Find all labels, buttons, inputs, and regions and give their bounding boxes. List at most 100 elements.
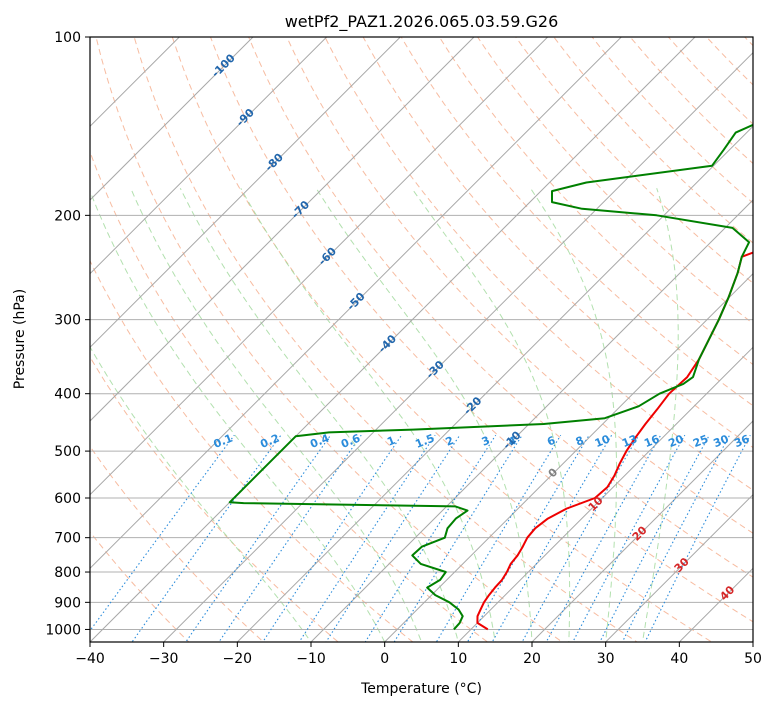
x-tick-label: −20 [223, 651, 253, 667]
isotherm-label: 40 [717, 583, 737, 603]
y-tick-label: 500 [54, 444, 81, 460]
mixing-ratio-label: 0.1 [212, 432, 235, 451]
mixing-ratio-label: 0.2 [258, 432, 281, 451]
mixing-ratio-label: 3 [480, 434, 492, 449]
mixing-ratio-line [572, 434, 686, 642]
mixing-ratio-label: 1 [385, 434, 397, 449]
dry-adiabat [515, 37, 753, 284]
dry-adiabat [90, 150, 489, 642]
isotherm [383, 272, 753, 642]
moist-adiabat [411, 187, 571, 642]
y-axis-label: Pressure (hPa) [12, 289, 28, 389]
isotherm [90, 37, 254, 201]
dry-adiabat [743, 37, 753, 47]
isotherm [604, 493, 753, 642]
moist-adiabat [315, 187, 533, 642]
x-tick-label: 20 [523, 651, 541, 667]
isotherm-label: -60 [316, 245, 339, 268]
mixing-ratio-label: 30 [712, 432, 731, 450]
dry-adiabat [133, 37, 638, 642]
y-tick-label: 1000 [45, 622, 81, 638]
mixing-ratio-label: 2 [444, 434, 456, 449]
moist-adiabat [90, 345, 312, 642]
mixing-ratio-label: 8 [574, 434, 586, 449]
dry-adiabat [438, 37, 753, 366]
chart-title: wetPf2_PAZ1.2026.065.03.59.G26 [285, 12, 559, 32]
temperature-profile [476, 251, 753, 631]
isotherm-label: -30 [424, 358, 447, 381]
isotherm-label: -50 [344, 290, 367, 313]
isotherm [90, 37, 402, 349]
dry-adiabat [477, 37, 753, 325]
x-tick-label: −10 [296, 651, 326, 667]
dry-adiabat [705, 37, 753, 86]
y-tick-label: 800 [54, 565, 81, 581]
mixing-ratio-label: 6 [545, 434, 557, 449]
dry-adiabat [248, 37, 753, 578]
mixing-ratio-label: 10 [593, 432, 612, 450]
isotherm [90, 37, 181, 128]
moist-adiabat [530, 187, 617, 642]
y-tick-label: 400 [54, 387, 81, 403]
moist-adiabat [90, 189, 386, 642]
mixing-ratio-line [521, 434, 640, 642]
mixing-ratio-line [218, 434, 362, 642]
isotherm [457, 346, 753, 642]
y-tick-label: 600 [54, 491, 81, 507]
x-tick-label: 10 [449, 651, 467, 667]
mixing-ratio-label: 20 [666, 432, 685, 450]
dry-adiabat [90, 259, 414, 642]
x-tick-label: 40 [670, 651, 688, 667]
dry-adiabat [286, 37, 753, 534]
dewpoint-profile [228, 123, 753, 631]
isotherm-label: -80 [263, 150, 286, 173]
mixing-ratio-line [364, 434, 497, 642]
dry-adiabat [324, 37, 753, 491]
isotherm-label: -20 [461, 394, 484, 417]
x-tick-label: 50 [744, 651, 762, 667]
mixing-ratio-line [185, 434, 332, 642]
x-tick-label: 0 [380, 651, 389, 667]
mixing-ratio-line [325, 434, 461, 642]
x-axis-label: Temperature (°C) [360, 681, 482, 697]
mixing-ratio-label: 36 [732, 432, 751, 450]
moist-adiabat [179, 187, 459, 642]
isotherm [310, 199, 753, 642]
dry-adiabat [362, 37, 753, 449]
mixing-ratio-line [491, 434, 613, 642]
isotherm [90, 37, 328, 275]
y-tick-label: 100 [54, 30, 81, 46]
dry-adiabat [95, 37, 564, 642]
mixing-ratio-line [298, 434, 436, 642]
y-tick-label: 900 [54, 595, 81, 611]
mixing-ratio-label: 0.6 [339, 431, 362, 450]
x-tick-label: −30 [149, 651, 179, 667]
dry-adiabat [603, 0, 775, 697]
mixing-ratio-label: 25 [691, 432, 710, 450]
axis-ticks: −40 −30 −20 −10 0 10 20 30 40 50 1000 900 800 700 600 5… [45, 30, 762, 667]
dry-adiabat [209, 37, 753, 623]
dry-adiabat [90, 445, 265, 642]
mixing-ratio-label: 13 [620, 432, 639, 450]
isotherm [90, 37, 696, 642]
y-tick-label: 300 [54, 313, 81, 329]
dry-adiabat [90, 356, 339, 642]
isotherm [162, 51, 753, 642]
isotherm [531, 420, 753, 642]
y-tick-label: 700 [54, 531, 81, 547]
x-tick-label: 30 [597, 651, 615, 667]
dry-adiabat [90, 531, 190, 642]
dry-adiabat [400, 37, 753, 407]
mixing-ratio-label: 1.5 [413, 432, 436, 451]
y-tick-label: 200 [54, 208, 81, 224]
mixing-ratio-line [393, 434, 523, 642]
plot-frame [89, 36, 754, 643]
isotherm [236, 125, 753, 642]
annotation-layer: 0.1 0.2 0.4 0.6 1 1.5 2 3 4 6 8 10 13 16 20 25 30 36-100-… [209, 51, 752, 603]
mixing-ratio-label: 16 [642, 432, 661, 450]
x-tick-label: −40 [75, 651, 105, 667]
